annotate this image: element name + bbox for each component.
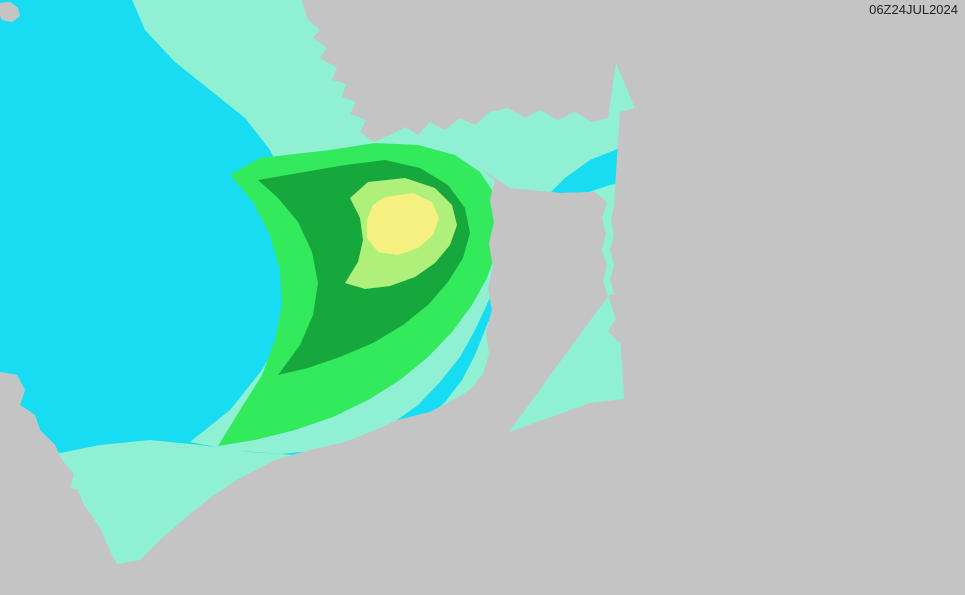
svg-text:06Z24JUL2024: 06Z24JUL2024 [869,2,958,17]
